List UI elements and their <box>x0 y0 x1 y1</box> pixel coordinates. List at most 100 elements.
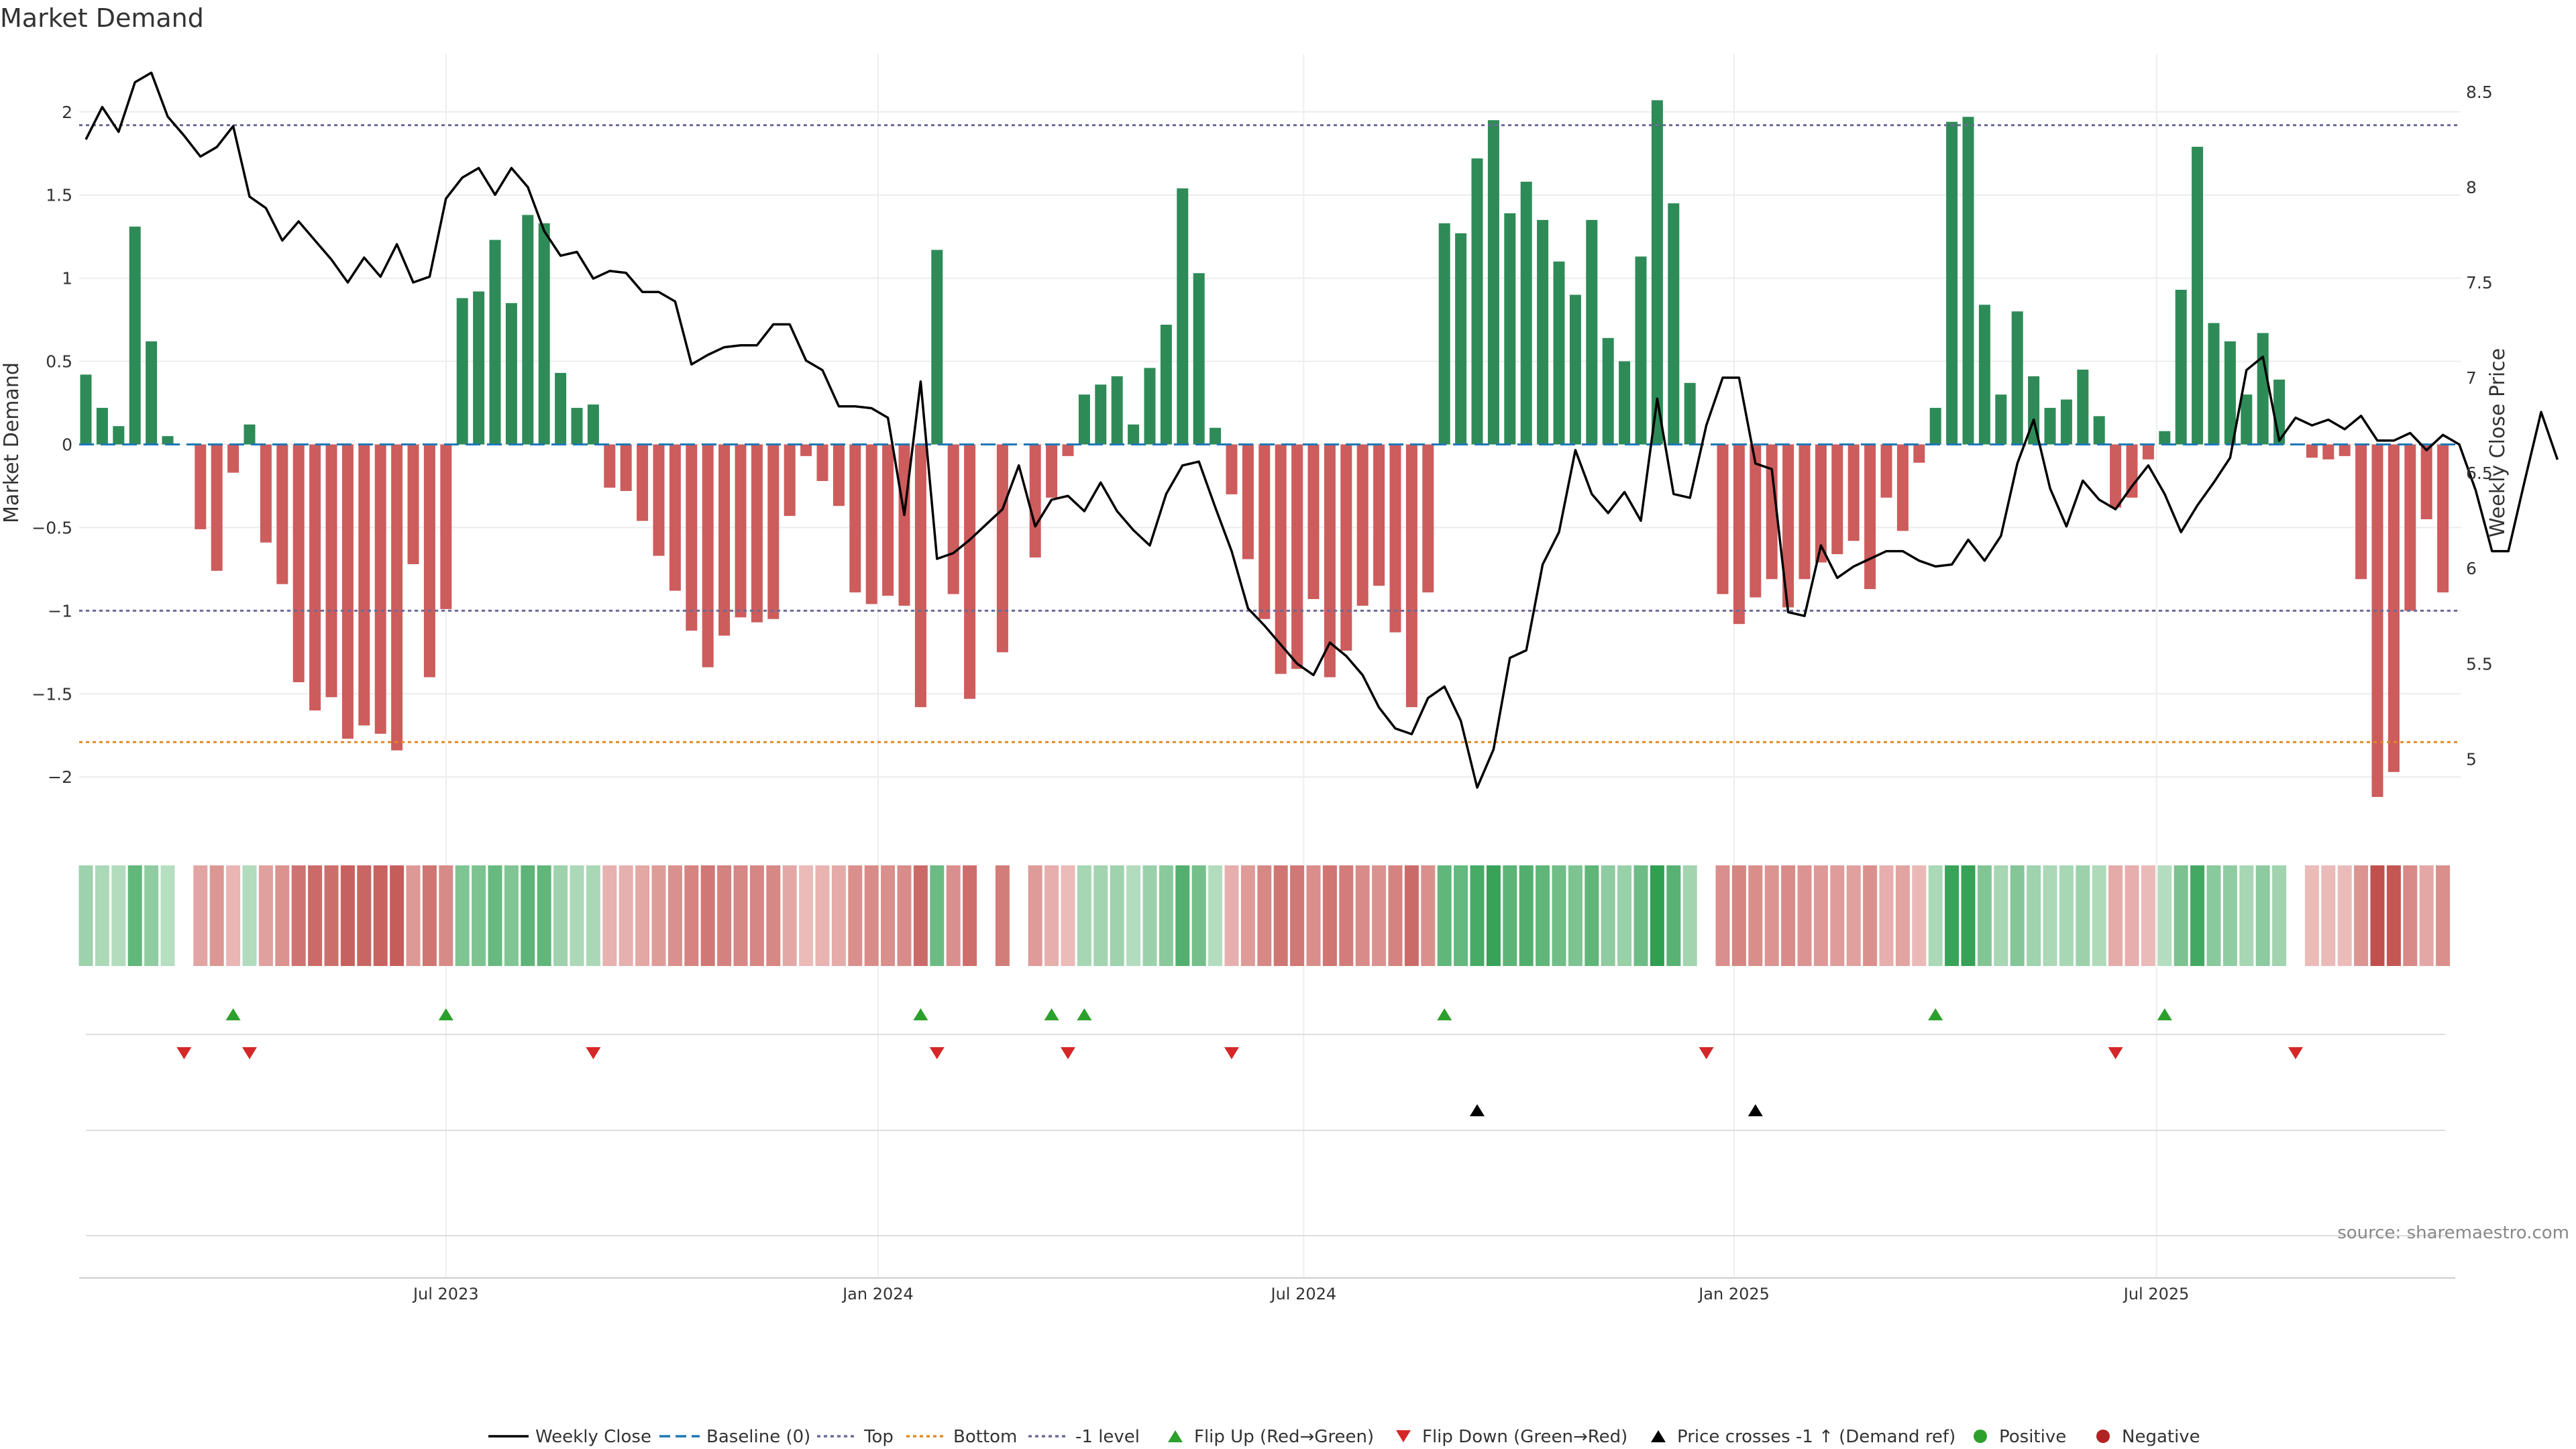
heat-cell-114 <box>1945 865 1960 966</box>
demand-bar-54 <box>964 444 976 699</box>
demand-bar-92 <box>1586 219 1598 445</box>
legend-swatch-6 <box>1396 1430 1411 1442</box>
heat-cell-123 <box>2092 865 2106 966</box>
heat-cell-60 <box>1061 865 1075 966</box>
heat-cell-126 <box>2141 865 2155 966</box>
demand-bar-100 <box>1717 444 1729 594</box>
flip-down-marker-6 <box>1699 1047 1714 1059</box>
demand-bar-120 <box>2044 407 2056 445</box>
heat-cell-121 <box>2059 865 2074 966</box>
legend-label-6: Flip Down (Green→Red) <box>1422 1427 1627 1447</box>
y-tick-right-3: 7 <box>2466 368 2477 388</box>
demand-bar-3 <box>129 226 141 445</box>
flip-up-marker-5 <box>1437 1008 1452 1020</box>
demand-bar-39 <box>718 444 731 636</box>
heat-cell-37 <box>684 865 699 966</box>
heat-cell-32 <box>602 865 617 966</box>
heat-cell-16 <box>340 865 355 966</box>
demand-bar-41 <box>751 444 763 623</box>
heat-cell-5 <box>160 865 175 966</box>
heat-cell-8 <box>209 865 224 966</box>
heat-cell-54 <box>963 865 977 966</box>
heat-cell-2 <box>111 865 126 966</box>
heat-cell-83 <box>1437 865 1452 966</box>
heat-cell-91 <box>1568 865 1582 966</box>
demand-bar-118 <box>2011 311 2023 445</box>
heat-cell-120 <box>2043 865 2057 966</box>
heat-cell-23 <box>455 865 470 966</box>
demand-bar-43 <box>784 444 796 517</box>
demand-bar-4 <box>146 341 158 445</box>
heat-cell-132 <box>2239 865 2254 966</box>
demand-bar-122 <box>2077 369 2089 445</box>
heat-cell-68 <box>1191 865 1206 966</box>
heat-cell-58 <box>1028 865 1042 966</box>
demand-bar-64 <box>1128 424 1140 445</box>
heat-cell-28 <box>537 865 551 966</box>
y-tick-left-0: 2 <box>62 103 72 122</box>
heat-cell-118 <box>2010 865 2025 966</box>
heat-cell-130 <box>2206 865 2221 966</box>
heat-cell-89 <box>1536 865 1550 966</box>
demand-bar-49 <box>882 444 894 596</box>
demand-bar-71 <box>1242 444 1254 559</box>
heat-cell-101 <box>1731 865 1746 966</box>
demand-bars <box>80 100 2449 797</box>
heat-cell-92 <box>1585 865 1599 966</box>
demand-bar-102 <box>1750 444 1762 598</box>
demand-bar-79 <box>1373 444 1385 586</box>
demand-bar-9 <box>227 444 239 473</box>
heat-cell-104 <box>1781 865 1796 966</box>
heat-cell-102 <box>1748 865 1763 966</box>
demand-bar-126 <box>2142 444 2154 460</box>
heat-cell-85 <box>1470 865 1485 966</box>
demand-bar-13 <box>292 444 305 682</box>
demand-bar-53 <box>947 444 959 594</box>
heat-cell-50 <box>897 865 912 966</box>
flip-down-marker-4 <box>1061 1047 1075 1059</box>
demand-bar-61 <box>1078 394 1090 445</box>
demand-bar-2 <box>113 426 125 445</box>
heat-cell-59 <box>1044 865 1059 966</box>
demand-bar-83 <box>1438 223 1450 445</box>
y-tick-left-7: −1.5 <box>32 684 72 704</box>
heat-cell-72 <box>1257 865 1272 966</box>
heat-cell-67 <box>1175 865 1190 966</box>
heat-cell-111 <box>1895 865 1910 966</box>
demand-bar-124 <box>2110 444 2122 508</box>
heat-cell-115 <box>1961 865 1976 966</box>
x-tick-4: Jul 2025 <box>2123 1285 2190 1303</box>
weekly-close-line <box>85 71 2559 789</box>
demand-bar-33 <box>620 444 632 491</box>
heat-cell-110 <box>1879 865 1894 966</box>
heat-cell-62 <box>1093 865 1108 966</box>
heat-cell-73 <box>1273 865 1288 966</box>
heat-cell-127 <box>2157 865 2172 966</box>
heat-cell-86 <box>1486 865 1501 966</box>
heat-cell-93 <box>1601 865 1615 966</box>
heat-cell-42 <box>766 865 781 966</box>
heat-cell-9 <box>226 865 241 966</box>
demand-bar-103 <box>1766 444 1778 580</box>
legend-label-4: -1 level <box>1075 1427 1140 1447</box>
heat-cell-144 <box>2436 865 2451 966</box>
demand-bar-66 <box>1160 325 1172 445</box>
demand-bar-63 <box>1111 376 1123 445</box>
demand-bar-85 <box>1471 158 1483 445</box>
demand-bar-56 <box>996 444 1008 653</box>
demand-bar-136 <box>2306 444 2318 458</box>
demand-bar-28 <box>538 223 550 445</box>
price-line-group <box>85 71 2559 789</box>
heat-cell-140 <box>2370 865 2385 966</box>
heat-cell-84 <box>1454 865 1468 966</box>
x-tick-1: Jan 2024 <box>841 1285 914 1303</box>
heat-cell-108 <box>1846 865 1861 966</box>
heat-cell-77 <box>1339 865 1354 966</box>
y-tick-right-5: 6 <box>2466 559 2477 578</box>
legend-label-9: Negative <box>2122 1427 2200 1447</box>
demand-bar-72 <box>1258 444 1271 619</box>
demand-bar-112 <box>1913 444 1925 463</box>
heat-cell-133 <box>2255 865 2270 966</box>
demand-bar-139 <box>2355 444 2367 580</box>
x-tick-0: Jul 2023 <box>412 1285 479 1303</box>
